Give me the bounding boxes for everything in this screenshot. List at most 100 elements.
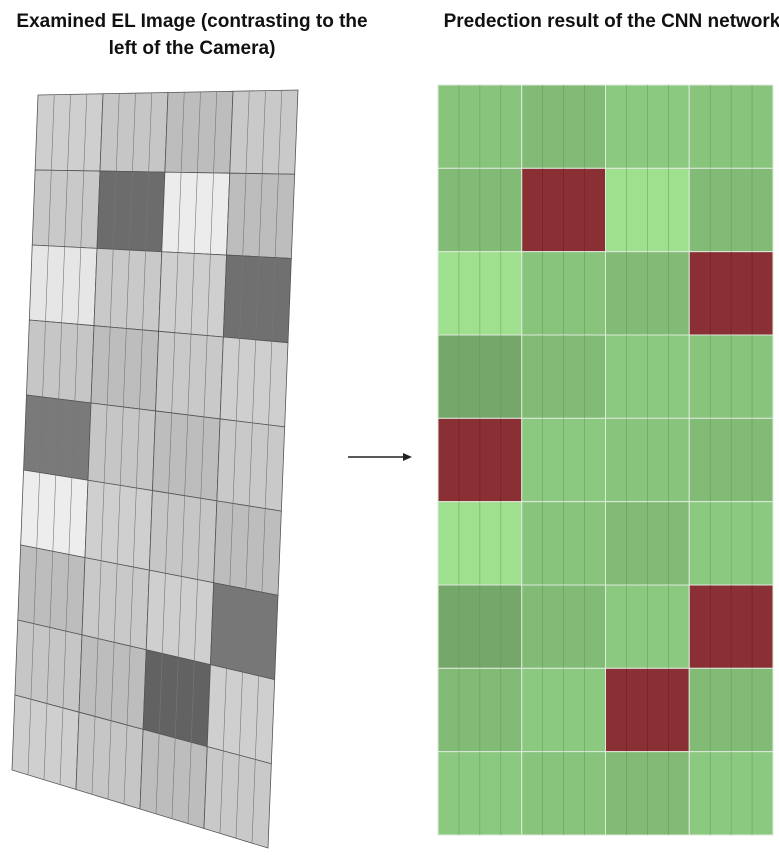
busbar — [107, 720, 112, 800]
busbar — [187, 742, 192, 824]
busbar — [268, 341, 273, 425]
busbar — [58, 322, 62, 399]
busbar — [112, 171, 117, 250]
busbar — [200, 416, 205, 499]
busbar — [219, 750, 224, 834]
busbar — [193, 172, 198, 254]
busbar — [110, 642, 115, 721]
arrow-head — [403, 453, 412, 461]
busbar — [64, 170, 68, 247]
busbar — [62, 631, 67, 708]
busbar — [103, 404, 108, 483]
right-title: Predection result of the CNN network — [443, 11, 779, 32]
busbar — [190, 253, 195, 335]
busbar — [123, 725, 128, 805]
busbar — [239, 255, 244, 339]
busbar — [136, 408, 140, 488]
busbar — [122, 328, 127, 407]
busbar — [252, 339, 256, 423]
busbar — [177, 172, 182, 253]
busbar — [258, 592, 263, 676]
busbar — [46, 627, 51, 704]
busbar — [142, 250, 146, 330]
busbar — [187, 334, 192, 415]
busbar — [271, 257, 276, 342]
busbar — [68, 477, 73, 555]
busbar — [33, 548, 38, 624]
busbar — [155, 733, 160, 814]
busbar — [238, 672, 243, 756]
busbar — [203, 335, 208, 417]
busbar — [80, 170, 85, 248]
busbar — [126, 250, 130, 329]
busbar — [235, 338, 240, 421]
busbar — [229, 503, 234, 586]
busbar — [245, 505, 250, 590]
busbar — [91, 716, 96, 795]
busbar — [255, 256, 260, 340]
busbar — [42, 321, 46, 398]
busbar — [171, 332, 176, 413]
busbar — [278, 90, 283, 174]
busbar — [94, 638, 99, 717]
busbar — [232, 420, 237, 504]
busbar — [139, 329, 143, 409]
busbar — [261, 508, 266, 593]
busbar — [222, 668, 227, 751]
busbar — [109, 249, 114, 328]
busbar — [61, 246, 65, 323]
busbar — [180, 92, 185, 173]
busbar — [206, 254, 211, 336]
busbar — [126, 646, 131, 726]
busbar — [27, 699, 32, 775]
left-title: Examined EL Image (contrasting to the le… — [16, 11, 368, 59]
busbar — [245, 90, 250, 174]
busbar — [181, 495, 185, 577]
busbar — [261, 90, 266, 174]
busbar — [45, 245, 49, 322]
busbar — [226, 585, 231, 669]
busbar — [100, 482, 105, 561]
busbar — [116, 485, 121, 564]
busbar — [113, 563, 118, 643]
busbar — [210, 172, 214, 255]
busbar — [55, 398, 60, 476]
busbar — [258, 173, 263, 257]
busbar — [242, 173, 247, 256]
busbar — [168, 412, 172, 494]
busbar — [115, 93, 120, 172]
busbar — [30, 623, 35, 700]
busbar — [74, 324, 79, 401]
busbar — [51, 94, 55, 171]
busbar — [251, 759, 256, 844]
busbar — [48, 170, 52, 246]
busbar — [77, 247, 82, 325]
busbar — [148, 92, 153, 172]
busbar — [213, 91, 218, 173]
busbar — [43, 703, 48, 780]
busbar — [106, 327, 111, 405]
busbar — [248, 422, 253, 506]
busbar — [165, 493, 169, 574]
busbar — [161, 573, 166, 654]
busbar — [132, 93, 136, 172]
busbar — [197, 91, 201, 173]
busbar — [83, 94, 88, 171]
busbar — [264, 424, 269, 509]
busbar — [67, 94, 71, 171]
busbar — [197, 498, 202, 580]
busbar — [49, 551, 54, 628]
busbar — [71, 400, 76, 478]
el-image — [11, 89, 299, 849]
busbar — [65, 554, 70, 632]
busbar — [274, 173, 279, 258]
busbar — [190, 660, 195, 743]
busbar — [132, 487, 137, 568]
busbar — [52, 475, 57, 552]
busbar — [171, 737, 176, 819]
busbar — [145, 171, 149, 251]
busbar — [36, 472, 40, 549]
busbar — [129, 171, 133, 251]
